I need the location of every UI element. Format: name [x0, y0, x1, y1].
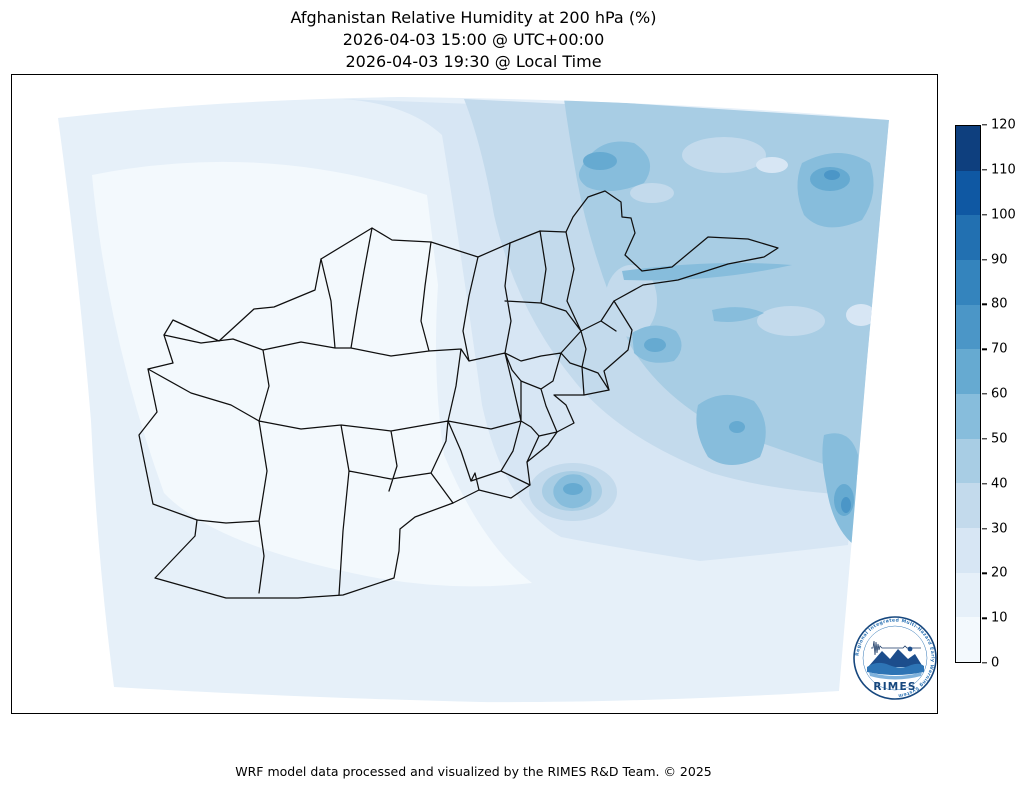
colorbar-tick-label: 40: [991, 476, 1008, 492]
colorbar-tick-label: 80: [991, 296, 1008, 312]
colorbar-tick-label: 110: [991, 162, 1016, 178]
colorbar-segment: [956, 438, 980, 484]
colorbar-tick-label: 90: [991, 252, 1008, 267]
colorbar-tick-mark: [982, 124, 987, 126]
figure-title: Afghanistan Relative Humidity at 200 hPa…: [0, 7, 947, 73]
colorbar-tick-label: 0: [991, 655, 1000, 671]
colorbar-tick-mark: [982, 258, 987, 261]
colorbar-tick-label: 10: [991, 610, 1008, 626]
colorbar-segment: [956, 528, 980, 573]
map-axes: Regional Integrated Multi-Hazard Early W…: [11, 74, 938, 714]
title-line-1: Afghanistan Relative Humidity at 200 hPa…: [290, 8, 657, 27]
colorbar-segment: [956, 483, 980, 529]
humidity-contour-field: [58, 97, 889, 703]
colorbar-tick-mark: [982, 662, 987, 664]
afghanistan-outer-border: [138, 190, 779, 599]
colorbar-tick-mark: [982, 303, 987, 306]
colorbar-gradient: [955, 125, 981, 663]
colorbar-tick-label: 120: [991, 117, 1016, 133]
title-line-utc: 2026-04-03 15:00 @ UTC+00:00: [342, 30, 605, 49]
colorbar: 120 110 100 90 80 70 60 50 40 30 20 10 0: [955, 118, 1016, 671]
logo-wave-light-icon: [869, 672, 922, 680]
logo-seismograph-icon: [871, 640, 921, 656]
logo-org-name: RIMES: [873, 681, 916, 693]
colorbar-tick-mark: [982, 169, 987, 171]
colorbar-tick-mark: [982, 213, 987, 216]
logo-figure-icon: [907, 646, 913, 652]
colorbar-segment: [956, 617, 980, 663]
colorbar-segment: [956, 170, 980, 216]
colorbar-segment: [956, 349, 980, 395]
colorbar-tick-label: 30: [991, 521, 1008, 536]
colorbar-tick-mark: [982, 617, 987, 619]
rimes-logo: Regional Integrated Multi-Hazard Early W…: [852, 615, 938, 701]
colorbar-tick-label: 70: [991, 341, 1008, 357]
colorbar-tick-label: 50: [991, 431, 1008, 447]
province-borders: [138, 190, 779, 599]
colorbar-tick-mark: [982, 348, 987, 350]
colorbar-segment: [956, 572, 980, 618]
colorbar-tick-label: 20: [991, 565, 1008, 581]
afghanistan-humidity-map: [58, 97, 889, 703]
colorbar-tick-mark: [982, 572, 987, 575]
colorbar-tick-mark: [982, 393, 987, 395]
colorbar-segment: [956, 394, 980, 439]
colorbar-segment: [956, 304, 980, 350]
colorbar-segment: [956, 126, 980, 171]
rimes-logo-svg: Regional Integrated Multi-Hazard Early W…: [853, 616, 937, 700]
logo-mountain-icon: [868, 649, 923, 667]
colorbar-tick-label: 60: [991, 386, 1008, 402]
colorbar-tick-mark: [982, 527, 987, 530]
colorbar-segment: [956, 260, 980, 305]
footer-credit: WRF model data processed and visualized …: [235, 764, 712, 779]
colorbar-tick-label: 100: [991, 207, 1016, 223]
colorbar-tick-mark: [982, 482, 987, 485]
colorbar-segment: [956, 215, 980, 261]
title-line-local: 2026-04-03 19:30 @ Local Time: [345, 52, 602, 71]
logo-wave-icon: [867, 662, 924, 675]
colorbar-tick-mark: [982, 438, 987, 440]
province-interior-borders: [147, 227, 617, 596]
